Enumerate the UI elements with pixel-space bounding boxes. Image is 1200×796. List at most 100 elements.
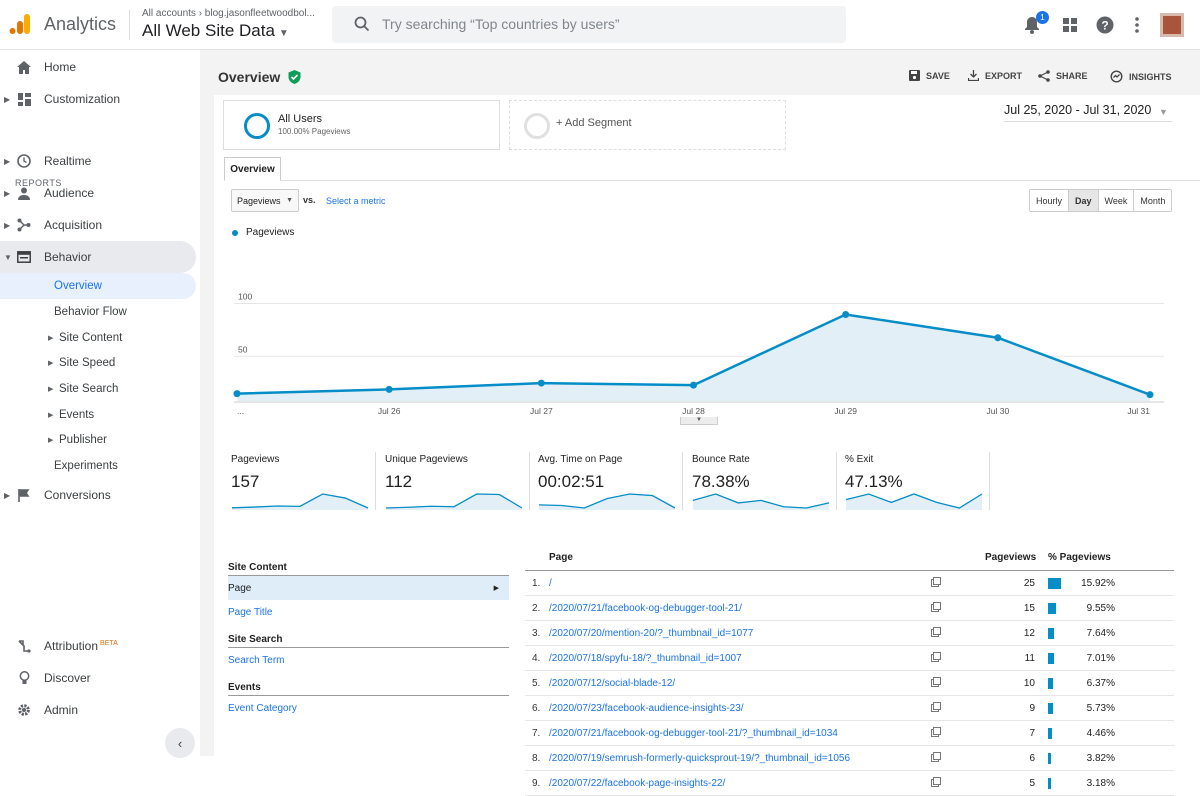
stat-unique-pageviews[interactable]: Unique Pageviews 112	[378, 452, 530, 510]
col-header-page[interactable]: Page	[549, 552, 573, 563]
col-header-pct[interactable]: % Pageviews	[1048, 552, 1111, 563]
account-name: All Web Site Data	[142, 21, 275, 40]
open-in-new-icon[interactable]	[931, 577, 941, 590]
date-range-picker[interactable]: Jul 25, 2020 - Jul 31, 2020	[1004, 103, 1151, 117]
open-in-new-icon[interactable]	[931, 652, 941, 665]
nav-discover[interactable]: Discover	[0, 662, 196, 694]
granularity-month[interactable]: Month	[1134, 190, 1171, 211]
table-row: 3./2020/07/20/mention-20/?_thumbnail_id=…	[525, 621, 1174, 646]
nav-behavior-overview[interactable]: Overview	[0, 273, 196, 299]
nav-conversions[interactable]: ▶ Conversions	[0, 479, 196, 511]
chart-resize-handle[interactable]: ▼	[680, 417, 718, 425]
segment-all-users[interactable]: All Users 100.00% Pageviews	[223, 100, 500, 150]
nav-realtime[interactable]: ▶ Realtime	[0, 145, 196, 177]
stat-exit[interactable]: % Exit 47.13%	[838, 452, 990, 510]
nav-customization[interactable]: ▶ Customization	[0, 83, 196, 115]
collapse-sidebar-button[interactable]: ‹	[165, 728, 195, 758]
add-segment-button[interactable]: + Add Segment	[509, 100, 786, 150]
nav-attribution[interactable]: Attribution BETA	[0, 630, 196, 662]
open-in-new-icon[interactable]	[931, 777, 941, 790]
nav-publisher[interactable]: ▶ Publisher	[0, 427, 196, 453]
nav-site-search[interactable]: ▶ Site Search	[0, 376, 196, 402]
open-in-new-icon[interactable]	[931, 677, 941, 690]
table-row: 5./2020/07/12/social-blade-12/10 6.37%	[525, 671, 1174, 696]
metric-select-value: Pageviews	[237, 196, 281, 206]
acquisition-icon	[15, 216, 33, 234]
page-link[interactable]: /2020/07/23/facebook-audience-insights-2…	[549, 703, 744, 714]
table-row: 8./2020/07/19/semrush-formerly-quickspro…	[525, 746, 1174, 771]
page-link[interactable]: /2020/07/20/mention-20/?_thumbnail_id=10…	[549, 628, 753, 639]
nav-site-content[interactable]: ▶ Site Content	[0, 325, 196, 351]
expand-arrow-icon: ▶	[4, 189, 10, 198]
dim-event-category[interactable]: Event Category	[228, 703, 509, 714]
nav-acquisition[interactable]: ▶ Acquisition	[0, 209, 196, 241]
pct-value: 4.46%	[1045, 728, 1115, 739]
page-link[interactable]: /	[549, 578, 552, 589]
account-selector[interactable]: All Web Site Data ▼	[142, 21, 289, 41]
select-metric-link[interactable]: Select a metric	[326, 196, 386, 206]
sparkline	[845, 490, 983, 510]
row-number: 9.	[532, 778, 540, 789]
col-header-pageviews[interactable]: Pageviews	[985, 552, 1036, 563]
caret-down-icon: ▼	[286, 197, 293, 204]
svg-text:?: ?	[1101, 19, 1108, 33]
nav-site-speed[interactable]: ▶ Site Speed	[0, 350, 196, 376]
more-vert-icon[interactable]	[1126, 14, 1148, 36]
share-button[interactable]: SHARE	[1038, 70, 1088, 82]
download-icon	[968, 70, 979, 81]
granularity-week[interactable]: Week	[1099, 190, 1135, 211]
page-link[interactable]: /2020/07/21/facebook-og-debugger-tool-21…	[549, 603, 742, 614]
nav-admin[interactable]: Admin	[0, 694, 196, 726]
data-point	[538, 380, 545, 387]
x-tick-label: Jul 30	[986, 406, 1009, 416]
page-link[interactable]: /2020/07/18/spyfu-18/?_thumbnail_id=1007	[549, 653, 742, 664]
stat-avg-time[interactable]: Avg. Time on Page 00:02:51	[531, 452, 683, 510]
open-in-new-icon[interactable]	[931, 602, 941, 615]
page-link[interactable]: /2020/07/19/semrush-formerly-quicksprout…	[549, 753, 850, 764]
nav-events[interactable]: ▶ Events	[0, 402, 196, 428]
share-icon	[1038, 70, 1050, 82]
page-link[interactable]: /2020/07/21/facebook-og-debugger-tool-21…	[549, 728, 838, 739]
search-input[interactable]: Try searching “Top countries by users”	[332, 6, 846, 43]
table-row: 6. /2020/07/23/facebook-audience-insights…	[525, 696, 1174, 721]
open-in-new-icon[interactable]	[931, 727, 941, 740]
open-in-new-icon[interactable]	[931, 752, 941, 765]
metric-select[interactable]: Pageviews ▼	[231, 189, 299, 212]
nav-audience[interactable]: ▶ Audience	[0, 177, 196, 209]
analytics-logo-icon[interactable]	[8, 12, 32, 36]
nav-behavior[interactable]: ▼ Behavior	[0, 241, 196, 273]
stat-pageviews[interactable]: Pageviews 157	[224, 452, 376, 510]
row-number: 7.	[532, 728, 540, 739]
pageviews-value: 10	[955, 678, 1035, 689]
page-link[interactable]: /2020/07/12/social-blade-12/	[549, 678, 675, 689]
help-icon[interactable]: ?	[1094, 14, 1116, 36]
open-in-new-icon[interactable]	[931, 702, 941, 715]
avatar[interactable]	[1160, 13, 1184, 37]
open-in-new-icon[interactable]	[931, 627, 941, 640]
insights-button[interactable]: INSIGHTS	[1110, 70, 1172, 83]
pageviews-value: 12	[955, 628, 1035, 639]
data-point	[690, 382, 697, 389]
tab-overview[interactable]: Overview	[224, 157, 281, 181]
stat-bounce-rate[interactable]: Bounce Rate 78.38%	[685, 452, 837, 510]
dim-page-title[interactable]: Page Title	[228, 607, 509, 618]
dim-page[interactable]: Page ▶	[228, 576, 509, 600]
export-button[interactable]: EXPORT	[968, 70, 1022, 81]
caret-down-icon[interactable]: ▼	[1159, 107, 1168, 117]
segment-subtitle: 100.00% Pageviews	[278, 127, 351, 136]
save-button[interactable]: SAVE	[909, 70, 950, 81]
page-link[interactable]: /2020/07/22/facebook-page-insights-22/	[549, 778, 725, 789]
expand-arrow-icon: ▶	[48, 385, 53, 393]
granularity-hourly[interactable]: Hourly	[1030, 190, 1069, 211]
nav-experiments[interactable]: Experiments	[0, 453, 196, 479]
nav-behavior-flow[interactable]: Behavior Flow	[0, 299, 196, 325]
account-breadcrumb[interactable]: All accounts › blog.jasonfleetwoodbol...	[142, 8, 315, 19]
apps-grid-icon[interactable]	[1059, 14, 1081, 36]
nav-sub-label: Publisher	[59, 434, 107, 446]
expand-arrow-icon: ▶	[4, 491, 10, 500]
line-chart[interactable]: 100 50... Jul 26 Jul 27 Jul 28 Jul 29 Jul 30 Ju…	[214, 235, 1200, 420]
nav-home[interactable]: Home	[0, 51, 196, 83]
expand-arrow-icon: ▶	[4, 157, 10, 166]
granularity-day[interactable]: Day	[1069, 190, 1099, 211]
dim-search-term[interactable]: Search Term	[228, 655, 509, 666]
